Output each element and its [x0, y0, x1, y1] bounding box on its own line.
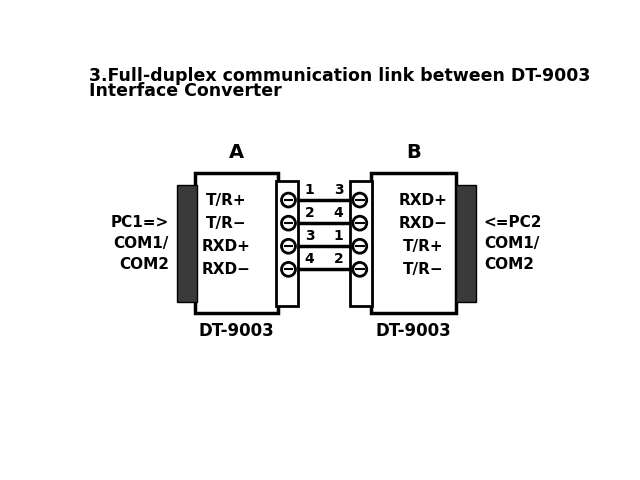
- Circle shape: [353, 263, 367, 276]
- Text: B: B: [406, 143, 420, 162]
- Text: 1: 1: [305, 183, 314, 197]
- Circle shape: [282, 240, 296, 253]
- Text: <=PC2
COM1/
COM2: <=PC2 COM1/ COM2: [484, 215, 542, 272]
- Text: A: A: [228, 143, 244, 162]
- Text: 3: 3: [305, 229, 314, 243]
- Circle shape: [353, 216, 367, 230]
- Bar: [456, 185, 476, 302]
- Text: DT-9003: DT-9003: [376, 323, 451, 340]
- Text: RXD+: RXD+: [202, 239, 250, 254]
- Text: 2: 2: [333, 252, 344, 266]
- Circle shape: [282, 263, 296, 276]
- Text: 4: 4: [305, 252, 314, 266]
- Circle shape: [353, 193, 367, 207]
- Bar: [276, 181, 298, 306]
- Text: T/R+: T/R+: [206, 192, 246, 207]
- Text: RXD−: RXD−: [399, 216, 448, 231]
- Text: PC1=>
COM1/
COM2: PC1=> COM1/ COM2: [111, 215, 169, 272]
- Bar: [195, 173, 278, 313]
- Text: Interface Converter: Interface Converter: [90, 82, 282, 100]
- Circle shape: [282, 216, 296, 230]
- Text: T/R+: T/R+: [403, 239, 444, 254]
- Text: 3: 3: [334, 183, 344, 197]
- Text: T/R−: T/R−: [206, 216, 246, 231]
- Bar: [351, 181, 372, 306]
- Bar: [371, 173, 456, 313]
- Text: DT-9003: DT-9003: [198, 323, 274, 340]
- Bar: [177, 185, 197, 302]
- Text: 2: 2: [305, 206, 314, 220]
- Text: RXD+: RXD+: [399, 192, 448, 207]
- Text: 3.Full-duplex communication link between DT-9003: 3.Full-duplex communication link between…: [90, 67, 591, 85]
- Text: 1: 1: [333, 229, 344, 243]
- Circle shape: [353, 240, 367, 253]
- Circle shape: [282, 193, 296, 207]
- Text: T/R−: T/R−: [403, 262, 444, 277]
- Text: 4: 4: [333, 206, 344, 220]
- Text: RXD−: RXD−: [202, 262, 250, 277]
